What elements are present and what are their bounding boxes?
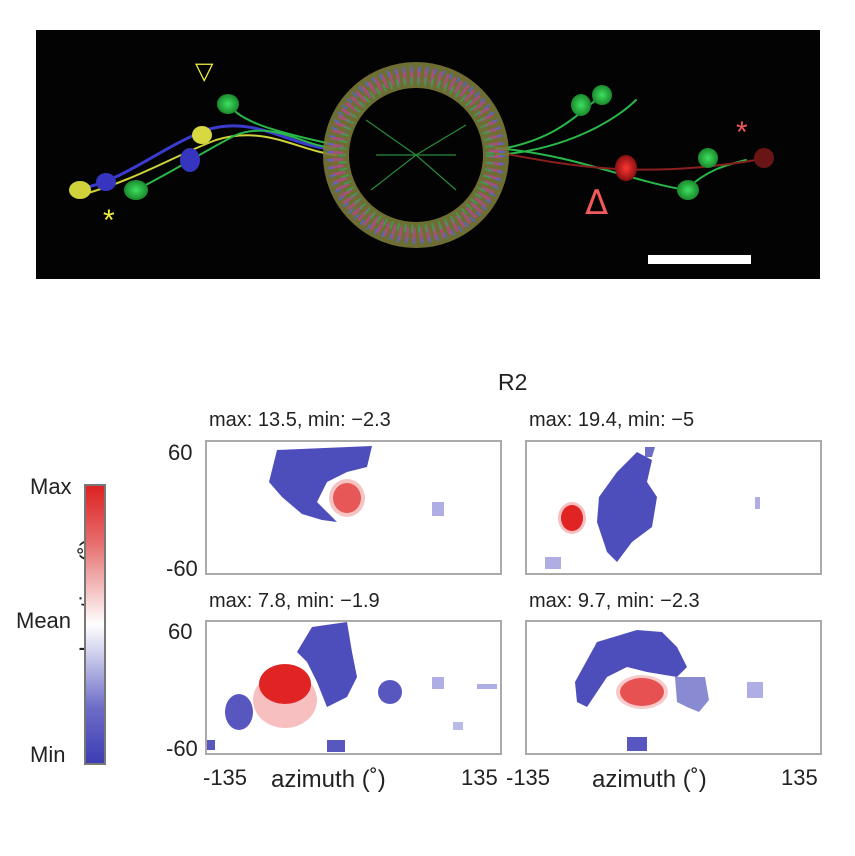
heatmap-panel-2 [525,440,822,575]
excitatory-region [259,664,311,704]
panel-title-2: max: 19.4, min: −5 [529,409,695,431]
heatmap-panel-4 [525,620,822,755]
figure-title: R2 [498,369,528,395]
scale-bar [648,255,751,264]
micrograph-image [69,62,774,248]
inhibitory-region [297,622,357,707]
colorbar-max-label: Max [30,474,72,499]
y-tick-bottom-1: -60 [166,556,198,581]
excitatory-region [561,505,583,531]
x-tick-right-2: 135 [781,765,818,790]
x-tick-left-1: -135 [203,765,248,790]
panel-title-4: max: 9.7, min: −2.3 [529,590,700,612]
panel-title-3: max: 7.8, min: −1.9 [209,590,380,612]
colorbar [84,484,106,765]
heatmap-panel-3 [205,620,502,755]
fluorescence-micrograph [36,30,820,279]
x-tick-right-1: 135 [461,765,498,790]
excitatory-region [620,678,664,706]
y-tick-top-2: 60 [168,619,193,644]
delta-marker: Δ [585,183,609,223]
x-tick-left-2: -135 [506,765,551,790]
y-tick-bottom-2: -60 [166,736,198,761]
inhibitory-region [597,452,657,562]
x-axis-label-1: azimuth (˚) [271,766,386,793]
colorbar-min-label: Min [30,742,66,767]
y-tick-top-1: 60 [168,440,193,465]
asterisk-marker-left: * [103,204,115,237]
x-axis-label-2: azimuth (˚) [592,766,707,793]
heatmap-panel-1 [205,440,502,575]
panel-title-1: max: 13.5, min: −2.3 [209,409,391,431]
inhibitory-region [269,446,372,522]
inhibitory-region [575,630,687,707]
open-triangle-marker: ▽ [195,58,214,85]
colorbar-mean-label: Mean [16,608,72,633]
asterisk-marker-right: * [736,116,748,149]
